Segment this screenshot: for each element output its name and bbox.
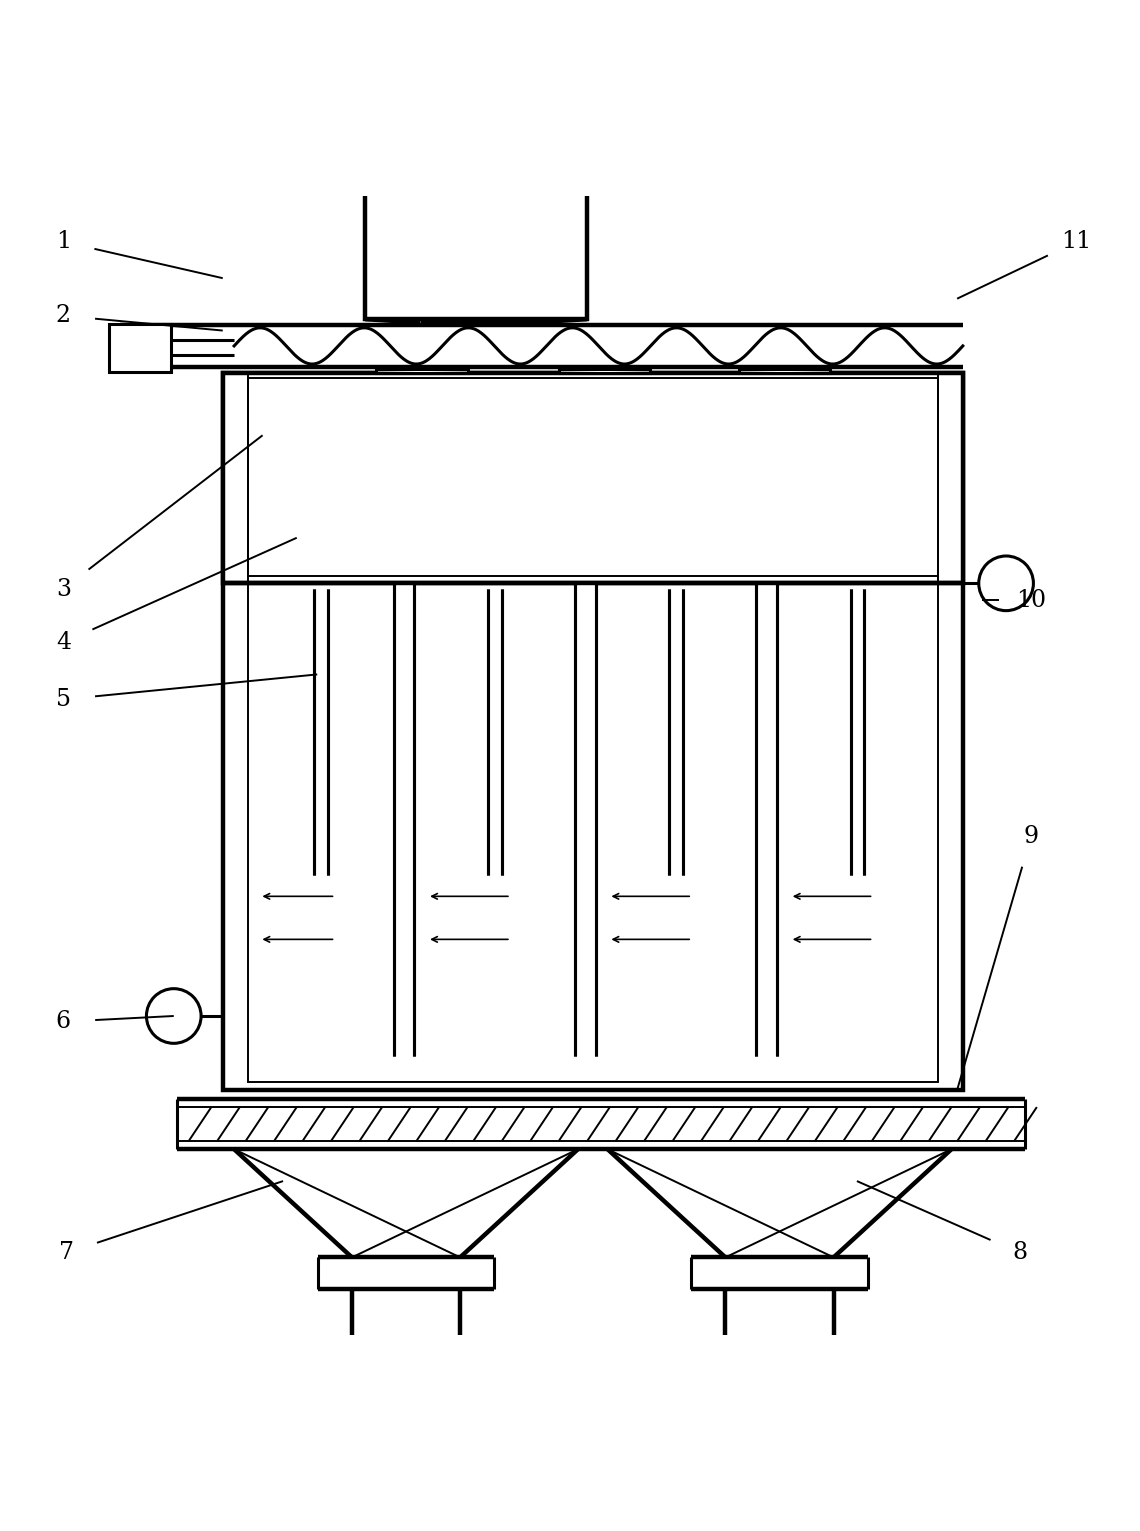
Polygon shape [669, 589, 683, 874]
Bar [376, 367, 467, 372]
Polygon shape [575, 583, 595, 1056]
Bar [222, 372, 963, 1090]
Bar [108, 323, 171, 372]
Polygon shape [393, 583, 414, 1056]
Polygon shape [314, 589, 327, 874]
Text: 9: 9 [1024, 825, 1039, 848]
Bar [559, 367, 650, 372]
Text: 7: 7 [59, 1242, 74, 1265]
Text: 2: 2 [56, 305, 71, 328]
Polygon shape [757, 583, 777, 1056]
Text: 11: 11 [1061, 230, 1092, 253]
Bar [739, 367, 830, 372]
Bar [365, 182, 587, 318]
Circle shape [146, 989, 201, 1043]
Bar [247, 378, 938, 576]
Bar [247, 372, 938, 1082]
Text: 4: 4 [56, 631, 71, 654]
Text: 8: 8 [1012, 1242, 1027, 1265]
Text: 5: 5 [56, 687, 71, 710]
Text: 6: 6 [56, 1010, 71, 1033]
Text: 1: 1 [56, 230, 71, 253]
Text: 10: 10 [1016, 589, 1047, 612]
Text: 3: 3 [56, 577, 71, 600]
Polygon shape [488, 589, 502, 874]
Circle shape [979, 556, 1034, 611]
Bar [222, 372, 963, 583]
Polygon shape [850, 589, 864, 874]
